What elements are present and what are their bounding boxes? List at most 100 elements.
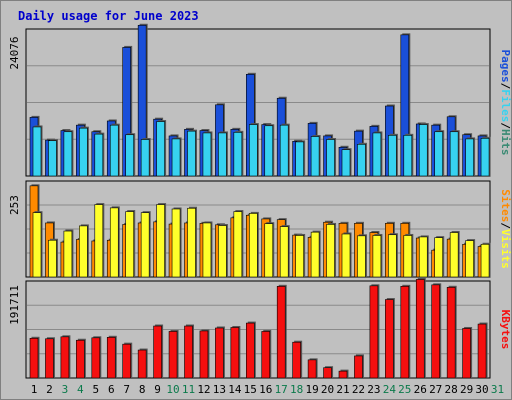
x-tick-label-day-2: 2 — [46, 383, 53, 396]
bar-kbytes-kbytes-day-14 — [230, 327, 240, 379]
bar-visits-visits-day-28 — [449, 232, 459, 278]
bar-kbytes-kbytes-day-12 — [199, 330, 209, 379]
bar-kbytes-kbytes-day-7 — [122, 343, 131, 379]
chart-panels: 24076 Pages/Files/Hits 253 Sites/Visits 1917… — [8, 23, 512, 379]
bar-visits-visits-day-17 — [279, 226, 289, 278]
bar-kbytes-kbytes-day-18 — [292, 341, 301, 379]
legend-separator: / — [499, 222, 512, 229]
bar-hits-files-day-13 — [218, 132, 227, 177]
x-tick-label-day-19: 19 — [305, 383, 318, 396]
bar-visits-visits-day-27 — [434, 237, 444, 278]
x-tick-label-day-10: 10 — [166, 383, 179, 396]
bar-visits-visits-day-23 — [372, 235, 382, 278]
bar-kbytes-kbytes-day-19 — [307, 359, 317, 379]
bar-kbytes-kbytes-day-30 — [477, 323, 487, 379]
bar-kbytes-kbytes-day-5 — [91, 337, 101, 379]
x-tick-label-day-12: 12 — [197, 383, 210, 396]
panel-kbytes: 191711 KBytes — [8, 277, 512, 379]
legend-separator: / — [499, 122, 512, 129]
bar-visits-visits-day-25 — [403, 235, 413, 278]
bar-kbytes-kbytes-day-26 — [415, 279, 425, 379]
bar-hits-files-day-14 — [233, 132, 243, 177]
bar-visits-visits-day-13 — [218, 225, 227, 278]
bar-visits-visits-day-26 — [418, 236, 428, 278]
bar-hits-files-day-27 — [434, 131, 444, 177]
bar-hits-files-day-23 — [372, 132, 382, 177]
x-tick-label-day-9: 9 — [154, 383, 161, 396]
bar-kbytes-kbytes-day-2 — [45, 338, 54, 379]
bar-kbytes-kbytes-day-24 — [385, 299, 394, 379]
panel-kbytes-legend: KBytes — [499, 310, 512, 350]
bar-hits-files-day-2 — [48, 140, 57, 177]
bar-hits-files-day-20 — [326, 139, 335, 177]
bar-hits-files-day-29 — [465, 138, 474, 177]
bar-visits-visits-day-10 — [171, 208, 181, 278]
x-tick-label-day-8: 8 — [139, 383, 146, 396]
bar-visits-visits-day-22 — [357, 235, 366, 278]
bar-visits-visits-day-12 — [202, 222, 212, 278]
x-tick-label-day-31: 31 — [491, 383, 504, 396]
bar-hits-files-day-19 — [310, 136, 320, 177]
bar-visits-visits-day-19 — [310, 231, 320, 278]
bar-kbytes-kbytes-day-1 — [29, 337, 39, 379]
x-tick-label-day-29: 29 — [460, 383, 473, 396]
bar-kbytes-kbytes-day-10 — [168, 331, 178, 379]
legend-entry-kbytes: KBytes — [499, 310, 512, 350]
bar-hits-files-day-7 — [125, 134, 134, 177]
bar-hits-files-day-28 — [449, 131, 459, 177]
bar-kbytes-kbytes-day-21 — [338, 370, 348, 379]
panel-visits-max-label: 253 — [8, 195, 21, 215]
bar-hits-files-day-9 — [156, 121, 165, 177]
bar-visits-visits-day-15 — [249, 213, 258, 278]
bar-visits-visits-day-14 — [233, 211, 243, 278]
bar-visits-visits-day-3 — [63, 230, 73, 278]
bar-hits-files-day-15 — [249, 124, 258, 177]
x-tick-label-day-18: 18 — [290, 383, 303, 396]
panel-hits-legend-text: Pages/Files/Hits — [499, 50, 512, 156]
x-tick-label-day-5: 5 — [92, 383, 99, 396]
panel-kbytes-bars — [29, 277, 488, 379]
legend-entry-hits: Hits — [499, 129, 512, 156]
legend-separator: / — [499, 83, 512, 90]
bar-hits-files-day-18 — [295, 141, 304, 177]
bar-visits-visits-day-8 — [140, 212, 150, 278]
legend-entry-files: Files — [499, 89, 512, 122]
x-tick-label-day-22: 22 — [352, 383, 365, 396]
bar-visits-visits-day-2 — [48, 239, 57, 278]
x-tick-label-day-15: 15 — [244, 383, 257, 396]
panel-hits-max-label: 24076 — [8, 36, 21, 69]
bar-hits-files-day-24 — [388, 135, 397, 177]
bar-visits-visits-day-5 — [94, 204, 104, 278]
panel-visits-legend: Sites/Visits — [499, 189, 512, 269]
bar-kbytes-kbytes-day-25 — [400, 286, 410, 379]
panel-hits-legend: Pages/Files/Hits — [499, 50, 512, 156]
x-tick-label-day-24: 24 — [383, 383, 397, 396]
bar-hits-files-day-16 — [264, 125, 274, 177]
bar-kbytes-kbytes-day-11 — [184, 325, 193, 379]
bar-kbytes-kbytes-day-8 — [137, 349, 147, 379]
x-tick-label-day-7: 7 — [123, 383, 130, 396]
bar-hits-files-day-4 — [79, 127, 88, 177]
bar-kbytes-kbytes-day-4 — [76, 339, 85, 379]
panel-kbytes-legend-text: KBytes — [499, 310, 512, 350]
x-tick-label-day-26: 26 — [414, 383, 427, 396]
x-tick-label-day-3: 3 — [62, 383, 69, 396]
bar-hits-files-day-25 — [403, 135, 413, 177]
bar-hits-files-day-5 — [94, 133, 104, 177]
bar-kbytes-kbytes-day-29 — [462, 328, 471, 379]
bar-kbytes-kbytes-day-16 — [261, 331, 271, 379]
bar-visits-visits-day-18 — [295, 235, 304, 278]
bar-hits-files-day-21 — [341, 149, 351, 177]
bar-hits-files-day-1 — [32, 126, 42, 177]
x-tick-label-day-16: 16 — [259, 383, 272, 396]
bar-visits-visits-day-6 — [109, 207, 119, 278]
bar-kbytes-kbytes-day-17 — [276, 286, 286, 379]
x-tick-label-day-20: 20 — [321, 383, 334, 396]
x-tick-label-day-30: 30 — [475, 383, 488, 396]
bar-visits-visits-day-9 — [156, 204, 165, 278]
legend-entry-visits: Visits — [499, 229, 512, 269]
bar-visits-visits-day-11 — [187, 207, 196, 278]
x-tick-label-day-25: 25 — [398, 383, 411, 396]
bar-kbytes-kbytes-day-13 — [215, 327, 224, 379]
